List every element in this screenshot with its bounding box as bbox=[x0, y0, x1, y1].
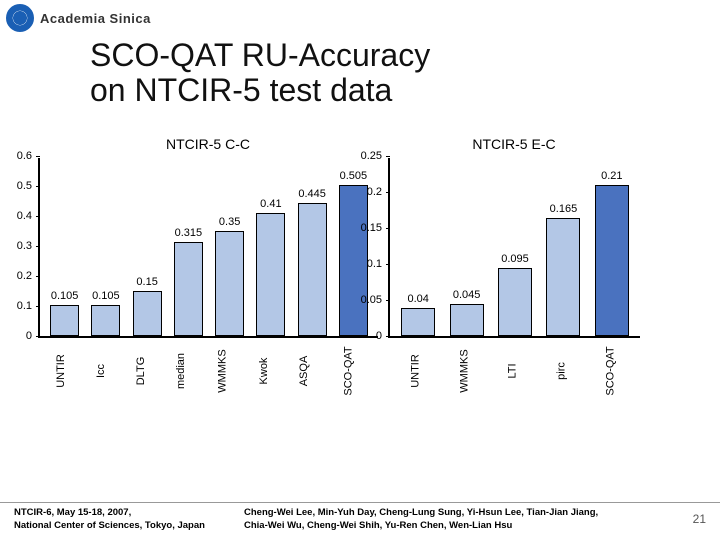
y-tick: 0.15 bbox=[386, 228, 390, 229]
bar: 0.165 bbox=[546, 218, 580, 337]
charts-row: NTCIR-5 C-C 0.1050.1050.150.3150.350.410… bbox=[0, 136, 720, 378]
footer-venue: NTCIR-6, May 15-18, 2007, National Cente… bbox=[14, 507, 244, 532]
bar: 0.21 bbox=[595, 185, 629, 336]
x-label: Kwok bbox=[258, 351, 272, 391]
x-label: SCO-QAT bbox=[342, 347, 356, 396]
bar-value-label: 0.045 bbox=[453, 289, 481, 301]
y-tick: 0.1 bbox=[386, 264, 390, 265]
x-label: pirc bbox=[555, 347, 569, 396]
y-tick-label: 0.5 bbox=[17, 180, 32, 192]
bar: 0.15 bbox=[133, 291, 162, 336]
bar-wrap: 0.165 bbox=[539, 218, 587, 337]
title-line-2: on NTCIR-5 test data bbox=[90, 72, 392, 108]
y-tick: 0.1 bbox=[36, 306, 40, 307]
bar-value-label: 0.04 bbox=[407, 293, 428, 305]
y-tick-label: 0.1 bbox=[367, 258, 382, 270]
footer: NTCIR-6, May 15-18, 2007, National Cente… bbox=[0, 502, 720, 532]
y-tick-label: 0.1 bbox=[17, 300, 32, 312]
chart-ntcir5-ec: NTCIR-5 E-C 0.040.0450.0950.1650.21 00.0… bbox=[388, 136, 640, 378]
chart-left-plot: 0.1050.1050.150.3150.350.410.4450.505 00… bbox=[38, 158, 378, 338]
y-tick: 0 bbox=[386, 336, 390, 337]
chart-left-title: NTCIR-5 C-C bbox=[38, 136, 378, 152]
bar: 0.105 bbox=[50, 305, 79, 337]
y-tick-label: 0.4 bbox=[17, 210, 32, 222]
bar-wrap: 0.21 bbox=[588, 185, 636, 336]
x-label: WMMKS bbox=[458, 347, 472, 396]
bar-value-label: 0.095 bbox=[501, 253, 529, 265]
bar-wrap: 0.04 bbox=[394, 308, 442, 337]
chart-right-title: NTCIR-5 E-C bbox=[388, 136, 640, 152]
y-tick-label: 0.25 bbox=[361, 150, 382, 162]
x-label: LTI bbox=[507, 347, 521, 396]
header: Academia Sinica bbox=[0, 0, 720, 32]
y-tick-label: 0.3 bbox=[17, 240, 32, 252]
bar-value-label: 0.445 bbox=[298, 188, 326, 200]
x-label: WMMKS bbox=[216, 350, 230, 393]
bar-wrap: 0.105 bbox=[44, 305, 85, 337]
bar-wrap: 0.095 bbox=[491, 268, 539, 336]
bar-wrap: 0.045 bbox=[442, 304, 490, 336]
y-tick-label: 0.2 bbox=[367, 186, 382, 198]
bar: 0.095 bbox=[498, 268, 532, 336]
bar-wrap: 0.315 bbox=[168, 242, 209, 337]
chart-right-bars: 0.04 0.045 0.095 0.165 0.21 bbox=[390, 158, 640, 336]
x-label: UNTIR bbox=[55, 351, 69, 391]
y-tick: 0.2 bbox=[386, 192, 390, 193]
chart-right-xlabels: UNTIRWMMKSLTIpircSCO-QAT bbox=[388, 338, 640, 378]
x-label: UNTIR bbox=[409, 347, 423, 396]
x-label: DLTG bbox=[135, 351, 149, 391]
y-tick: 0.2 bbox=[36, 276, 40, 277]
bar: 0.505 bbox=[339, 185, 368, 337]
y-tick-label: 0 bbox=[26, 330, 32, 342]
bar-wrap: 0.41 bbox=[250, 213, 291, 336]
x-label: median bbox=[175, 351, 189, 391]
x-label: ASQA bbox=[298, 351, 312, 391]
bar-value-label: 0.315 bbox=[175, 227, 203, 239]
bar-value-label: 0.165 bbox=[550, 203, 578, 215]
x-label: Icc bbox=[95, 351, 109, 391]
y-tick: 0.6 bbox=[36, 156, 40, 157]
bar-value-label: 0.505 bbox=[340, 170, 368, 182]
y-tick: 0.5 bbox=[36, 186, 40, 187]
bar: 0.045 bbox=[450, 304, 484, 336]
y-tick: 0.05 bbox=[386, 300, 390, 301]
chart-left-bars: 0.105 0.105 0.15 0.315 0.35 0.41 0.445 0.505 bbox=[40, 158, 378, 336]
bar: 0.41 bbox=[256, 213, 285, 336]
bar-wrap: 0.35 bbox=[209, 231, 250, 336]
title-line-1: SCO-QAT RU-Accuracy bbox=[90, 37, 430, 73]
bar-wrap: 0.105 bbox=[85, 305, 126, 337]
y-tick: 0.4 bbox=[36, 216, 40, 217]
page-number: 21 bbox=[676, 512, 706, 528]
chart-right-plot: 0.040.0450.0950.1650.21 00.050.10.150.20… bbox=[388, 158, 640, 338]
academia-sinica-logo-icon bbox=[6, 4, 34, 32]
bar-value-label: 0.41 bbox=[260, 198, 281, 210]
bar-value-label: 0.105 bbox=[51, 290, 79, 302]
bar-value-label: 0.35 bbox=[219, 216, 240, 228]
y-tick-label: 0 bbox=[376, 330, 382, 342]
y-tick-label: 0.15 bbox=[361, 222, 382, 234]
y-tick: 0.3 bbox=[36, 246, 40, 247]
y-tick-label: 0.05 bbox=[361, 294, 382, 306]
bar-wrap: 0.445 bbox=[292, 203, 333, 337]
bar: 0.445 bbox=[298, 203, 327, 337]
bar: 0.04 bbox=[401, 308, 435, 337]
org-name: Academia Sinica bbox=[40, 11, 151, 26]
bar: 0.105 bbox=[91, 305, 120, 337]
bar-value-label: 0.15 bbox=[136, 276, 157, 288]
y-tick-label: 0.2 bbox=[17, 270, 32, 282]
bar-value-label: 0.105 bbox=[92, 290, 120, 302]
chart-left-xlabels: UNTIRIccDLTGmedianWMMKSKwokASQASCO-QAT bbox=[38, 338, 378, 378]
y-tick-label: 0.6 bbox=[17, 150, 32, 162]
x-label: SCO-QAT bbox=[604, 347, 618, 396]
bar: 0.315 bbox=[174, 242, 203, 337]
chart-ntcir5-cc: NTCIR-5 C-C 0.1050.1050.150.3150.350.410… bbox=[38, 136, 378, 378]
bar-value-label: 0.21 bbox=[601, 170, 622, 182]
footer-authors: Cheng-Wei Lee, Min-Yuh Day, Cheng-Lung S… bbox=[244, 507, 676, 532]
y-tick: 0.25 bbox=[386, 156, 390, 157]
bar: 0.35 bbox=[215, 231, 244, 336]
bar-wrap: 0.15 bbox=[127, 291, 168, 336]
y-tick: 0 bbox=[36, 336, 40, 337]
slide-title: SCO-QAT RU-Accuracy on NTCIR-5 test data bbox=[90, 38, 720, 108]
